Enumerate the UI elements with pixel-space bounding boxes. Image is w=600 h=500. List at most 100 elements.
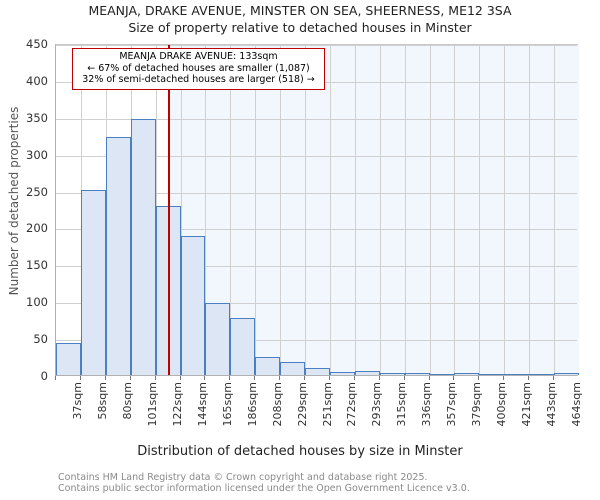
- x-axis-tickmark: [503, 376, 505, 380]
- x-axis-tick-label: 251sqm: [320, 382, 334, 427]
- y-axis-tick-label: 0: [40, 369, 48, 383]
- x-axis-tick-label: 80sqm: [121, 382, 135, 420]
- x-axis-tick-label: 58sqm: [96, 382, 110, 420]
- histogram-bar: [429, 374, 455, 375]
- chart-title: MEANJA, DRAKE AVENUE, MINSTER ON SEA, SH…: [88, 3, 512, 18]
- x-axis-tickmark: [229, 376, 231, 380]
- annotation-line-2: ← 67% of detached houses are smaller (1,…: [87, 62, 310, 74]
- x-axis-tick-label: 336sqm: [420, 382, 434, 427]
- x-axis-tick-label: 357sqm: [445, 382, 459, 427]
- x-axis-tickmark: [55, 376, 56, 380]
- x-axis-tickmark: [154, 376, 156, 380]
- property-size-marker-line: [167, 45, 170, 375]
- y-axis-tick-label: 300: [26, 147, 48, 162]
- gridline-horizontal: [56, 192, 577, 194]
- gridline-horizontal: [56, 155, 577, 157]
- histogram-bar: [205, 303, 231, 375]
- x-axis-tick-label: 186sqm: [245, 382, 259, 427]
- x-axis-tick-label: 315sqm: [395, 382, 409, 427]
- footer-attribution: Contains HM Land Registry data © Crown c…: [58, 472, 598, 494]
- x-axis-tickmark: [353, 376, 355, 380]
- histogram-bar: [504, 374, 530, 375]
- gridline-horizontal: [56, 118, 577, 120]
- gridline-vertical: [404, 45, 406, 375]
- x-axis-tickmark: [279, 376, 281, 380]
- x-axis-tick-label: 208sqm: [270, 382, 284, 427]
- annotation-line-1: MEANJA DRAKE AVENUE: 133sqm: [119, 51, 278, 62]
- gridline-vertical: [429, 45, 431, 375]
- x-axis-tickmark: [403, 376, 405, 380]
- histogram-bar: [280, 362, 306, 375]
- gridline-vertical: [180, 45, 182, 375]
- x-axis-tickmark: [129, 376, 131, 380]
- x-axis-tickmark: [428, 376, 430, 380]
- y-axis-tick-label: 200: [26, 221, 48, 236]
- histogram-bar: [454, 373, 480, 375]
- gridline-vertical: [479, 45, 481, 375]
- x-axis-tickmark: [553, 376, 555, 380]
- histogram-bar: [529, 374, 555, 375]
- gridline-vertical: [454, 45, 456, 375]
- gridline-vertical: [504, 45, 506, 375]
- footer-line-2: Contains public sector information licen…: [58, 483, 470, 494]
- y-axis-tick-label: 350: [26, 110, 48, 125]
- x-axis-tick-label: 379sqm: [469, 382, 483, 427]
- x-axis-tickmark: [204, 376, 206, 380]
- histogram-bar: [105, 136, 131, 375]
- x-axis-tickmark: [179, 376, 181, 380]
- x-axis-tick-label: 37sqm: [71, 382, 85, 420]
- histogram-bar: [230, 318, 256, 375]
- histogram-bar: [305, 368, 330, 375]
- gridline-vertical: [255, 45, 257, 375]
- histogram-bar: [404, 373, 430, 375]
- x-axis-tick-label: 443sqm: [544, 382, 558, 427]
- histogram-bar: [554, 373, 579, 375]
- y-axis: Number of detached properties 0 50 100 150 2…: [0, 37, 52, 383]
- gridline-vertical: [354, 45, 356, 375]
- gridline-horizontal: [56, 340, 577, 342]
- x-axis-tickmark: [79, 376, 81, 380]
- histogram-bar: [479, 374, 505, 375]
- x-axis-tickmark: [478, 376, 480, 380]
- gridline-vertical: [554, 45, 556, 375]
- y-axis-label: Number of detached properties: [7, 106, 21, 296]
- x-axis-tick-label: 293sqm: [370, 382, 384, 427]
- gridline-vertical: [529, 45, 531, 375]
- y-axis-tick-label: 150: [26, 258, 48, 273]
- x-axis-tick-label: 400sqm: [494, 382, 508, 427]
- histogram-bar: [56, 342, 81, 375]
- histogram-bar: [329, 372, 355, 375]
- gridline-horizontal: [56, 303, 577, 305]
- gridline-vertical: [205, 45, 207, 375]
- gridline-horizontal: [56, 266, 577, 268]
- histogram-bar: [379, 372, 405, 375]
- y-axis-tick-label: 250: [26, 184, 48, 199]
- gridline-horizontal: [56, 45, 577, 46]
- x-axis-tick-label: 421sqm: [519, 382, 533, 427]
- histogram-bar: [180, 235, 206, 375]
- annotation-line-3: 32% of semi-detached houses are larger (…: [82, 74, 315, 85]
- gridline-vertical: [305, 45, 307, 375]
- histogram-bar: [130, 119, 156, 375]
- gridline-vertical: [280, 45, 282, 375]
- gridline-vertical: [329, 45, 331, 375]
- x-axis-tick-label: 101sqm: [146, 382, 160, 427]
- gridline-vertical: [379, 45, 381, 375]
- x-axis-tickmark: [104, 376, 106, 380]
- gridline-horizontal: [56, 229, 577, 231]
- y-axis-tick-label: 450: [26, 37, 48, 51]
- x-axis-tickmark: [528, 376, 530, 380]
- x-axis-tick-label: 464sqm: [569, 382, 583, 427]
- x-axis-tick-label: 165sqm: [220, 382, 234, 427]
- histogram-bar: [80, 189, 106, 375]
- x-axis-tick-label: 144sqm: [195, 382, 209, 427]
- x-axis-tick-label: 229sqm: [295, 382, 309, 427]
- y-axis-tick-label: 50: [33, 332, 48, 347]
- x-axis-tick-label: 272sqm: [345, 382, 359, 427]
- x-axis-tickmark: [304, 376, 306, 380]
- histogram-bar: [354, 371, 380, 375]
- histogram-bar: [255, 356, 281, 375]
- y-axis-tick-label: 400: [26, 73, 48, 88]
- plot-area: [55, 44, 579, 376]
